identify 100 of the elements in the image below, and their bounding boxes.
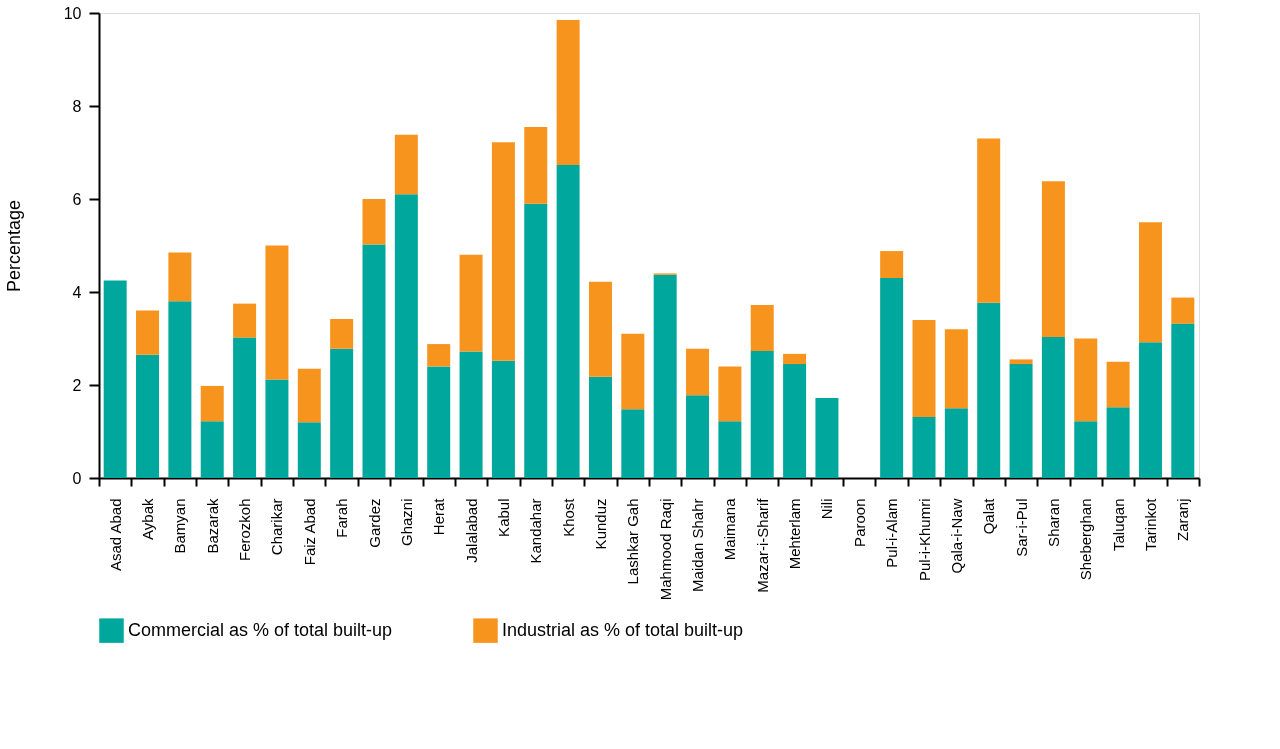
x-tick-label: Mazar-i-Sharif (753, 497, 771, 593)
bar (168, 301, 192, 478)
bar (750, 305, 774, 352)
bar (297, 368, 321, 423)
bar (427, 366, 451, 478)
x-tick-label: Sharan (1044, 498, 1062, 547)
bar (1009, 359, 1033, 365)
bar (394, 134, 418, 195)
x-tick-label: Asad Abad (106, 498, 124, 572)
x-tick-label: Faiz Abad (300, 498, 318, 566)
bar (1138, 222, 1162, 343)
bar (783, 353, 807, 365)
bar (880, 251, 904, 279)
bar (427, 344, 451, 367)
bar (1041, 337, 1065, 478)
x-tick-label: Qala-i-Naw (947, 498, 965, 574)
bar (1171, 297, 1195, 324)
bar (297, 422, 321, 478)
x-tick-label: Pul-i-Alam (883, 498, 901, 568)
bar (653, 274, 677, 478)
bar (686, 348, 710, 396)
x-tick-label: Khost (559, 497, 577, 537)
y-tick-label: 8 (72, 97, 82, 115)
x-tick-label: Aybak (139, 498, 157, 540)
x-tick-label: Sheberghan (1077, 498, 1095, 581)
bar (718, 421, 742, 478)
x-tick-label: Gardez (365, 498, 383, 548)
bar (686, 395, 710, 478)
bar (1009, 364, 1033, 478)
x-tick-label: Tarinkot (1141, 497, 1159, 552)
bar (103, 280, 127, 478)
bar (912, 417, 936, 478)
bar (1138, 342, 1162, 478)
x-tick-label: Paroon (850, 498, 868, 547)
bar (524, 126, 548, 204)
x-tick-label: Kandahar (527, 498, 545, 564)
x-tick-label: Maidan Shahr (689, 498, 707, 592)
bar (1106, 361, 1130, 408)
bar (362, 199, 386, 245)
legend-label: Commercial as % of total built-up (128, 619, 393, 640)
bar (233, 337, 257, 478)
bar (524, 203, 548, 478)
bar (362, 244, 386, 478)
y-tick-label: 0 (72, 469, 82, 487)
bar (588, 281, 612, 377)
bar (330, 348, 354, 478)
y-tick-label: 6 (72, 190, 82, 208)
x-tick-label: Mehterlam (786, 498, 804, 570)
bar (1074, 338, 1098, 422)
bar (944, 329, 968, 409)
x-tick-label: Herat (430, 497, 448, 536)
bar (459, 351, 483, 478)
x-tick-label: Kabul (494, 498, 512, 537)
x-tick-label: Jalalabad (462, 498, 480, 563)
bar (556, 165, 580, 478)
x-tick-label: Maimana (721, 497, 739, 561)
bar (136, 354, 160, 478)
x-tick-label: Sar-i-Pul (1012, 498, 1030, 557)
bar (1041, 181, 1065, 338)
x-tick-label: Zaranj (1174, 498, 1192, 542)
bar (1171, 323, 1195, 478)
y-axis-title: Percentage (3, 199, 24, 293)
y-tick-label: 4 (72, 283, 82, 301)
bar (621, 333, 645, 410)
bar (880, 278, 904, 478)
bar (1074, 421, 1098, 478)
bar (1106, 407, 1130, 478)
bar (200, 385, 224, 422)
bar (330, 318, 354, 349)
bar (491, 360, 515, 478)
bar (265, 379, 289, 478)
bar (556, 19, 580, 166)
bar (621, 409, 645, 478)
y-tick-label: 2 (72, 376, 82, 394)
bar (750, 351, 774, 478)
bar (491, 142, 515, 361)
x-tick-label: Bazarak (203, 498, 221, 554)
bar (233, 303, 257, 338)
bar (394, 194, 418, 478)
bar (459, 254, 483, 352)
bar (783, 364, 807, 478)
x-tick-label: Charikar (268, 498, 286, 556)
bar (815, 398, 839, 478)
x-tick-label: Ferozkoh (236, 498, 254, 562)
x-tick-label: Kunduz (591, 498, 609, 550)
x-tick-label: Mahmood Raqi (656, 498, 674, 601)
x-tick-label: Nili (818, 498, 836, 520)
x-tick-label: Bamyan (171, 498, 189, 554)
legend-label: Industrial as % of total built-up (502, 619, 744, 640)
x-tick-label: Lashkar Gah (624, 498, 642, 585)
bar (944, 408, 968, 478)
x-tick-label: Pul-i-Khumri (915, 498, 933, 582)
x-tick-label: Qalat (980, 497, 998, 535)
x-tick-label: Farah (333, 498, 351, 538)
bar (168, 252, 192, 302)
bar (718, 366, 742, 422)
bar (200, 421, 224, 478)
x-tick-label: Taluqan (1109, 498, 1127, 552)
bar (265, 245, 289, 380)
y-tick-label: 10 (63, 4, 82, 22)
